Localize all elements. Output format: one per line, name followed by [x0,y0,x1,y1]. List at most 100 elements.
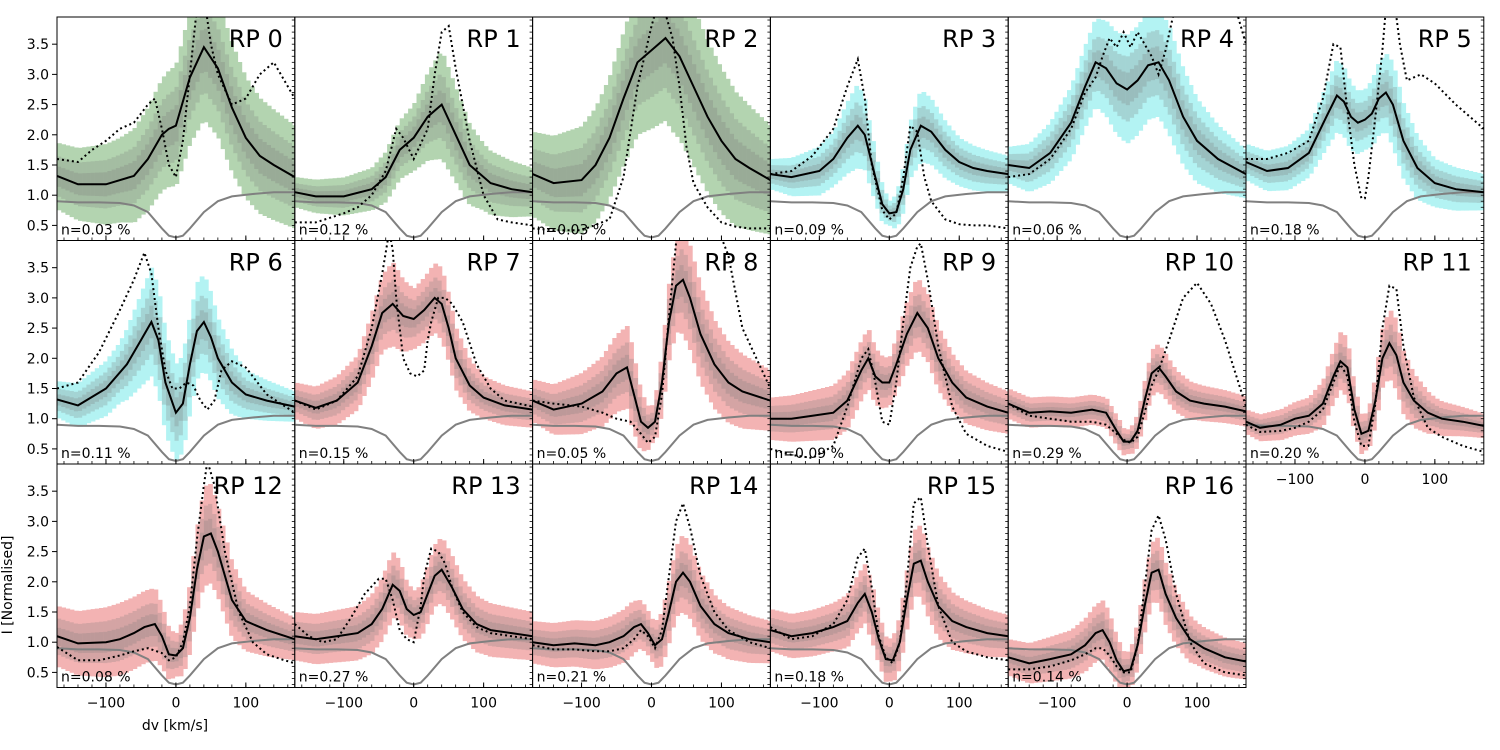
panel-title: RP 13 [451,472,520,500]
band-bin [1150,17,1156,119]
x-tick-label: −100 [1038,696,1076,712]
band-bin [1121,651,1127,688]
band-bin [687,17,693,160]
panel-16: RP 16 n=0.14 % −100 0 100 [1007,463,1247,712]
band-bin [662,17,668,64]
y-tick-label: 2.5 [27,321,49,337]
panel-count-note: n=0.12 % [299,223,369,239]
panel-count-note: n=0.08 % [61,670,131,686]
band-bin [650,17,655,97]
band-bin [654,17,660,126]
panel-title: RP 11 [1402,249,1471,277]
band-bin [658,17,664,124]
band-bin [662,17,668,122]
extreme-profile-line [57,17,295,180]
band-bin [199,17,205,95]
panel-count-note: n=0.09 % [774,223,844,239]
y-tick-label: 1.5 [27,158,49,174]
panel-9: RP 9 n=0.09 % [769,240,1009,465]
panel-count-note: n=0.09 % [774,446,844,462]
mean-profile-line [294,102,533,198]
mean-profile-line [294,296,533,411]
band-bin [191,17,197,138]
mean-profile-line [770,559,1009,662]
panel-plot-area [1008,17,1247,239]
y-tick-label: 1.0 [27,635,49,651]
x-tick-label: 100 [1184,696,1211,712]
y-tick-label: 1.0 [27,412,49,428]
panel-5: RP 5 n=0.18 % [1245,16,1485,241]
band-bin [692,17,697,168]
panel-title: RP 9 [942,249,996,277]
x-tick-label: 0 [647,696,656,712]
y-tick-label: 1.5 [27,605,49,621]
band-bin [679,17,685,144]
panel-plot-area [1008,281,1247,463]
panel-title: RP 5 [1418,25,1472,53]
panel-15: RP 15 n=0.18 % −100 0 100 [769,463,1009,712]
y-tick-label: 1.5 [27,381,49,397]
extreme-profile-line [770,55,1009,230]
panel-plot-area [57,464,295,686]
panel-plot-area [294,240,533,463]
x-tick-label: 0 [1123,696,1132,712]
panel-plot-area [532,240,771,463]
y-tick-label: 2.0 [27,575,49,591]
panel-count-note: n=0.27 % [299,670,369,686]
spread-band [770,85,1009,229]
panel-plot-area [1246,284,1484,463]
band-bin [654,17,660,94]
y-axis-label: I [Normalised] [0,536,16,635]
mean-profile-line [1246,90,1484,194]
extreme-profile-line [294,547,533,644]
band-bin [641,17,647,102]
band-bin [641,17,647,133]
x-tick-label: −100 [1276,472,1314,488]
y-tick-label: 3.5 [27,484,49,500]
band-bin [650,17,655,129]
spread-band [1008,344,1247,456]
panel-title: RP 7 [467,249,521,277]
spread-band [770,525,1009,682]
panel-plot-area [770,495,1009,686]
x-axis-label: dv [km/s] [142,718,208,734]
x-tick-label: 0 [885,696,894,712]
panel-plot-area [532,17,771,239]
panel-count-note: n=0.11 % [61,446,131,462]
panel-count-note: n=0.15 % [299,446,369,462]
panel-title: RP 12 [213,472,282,500]
mean-profile-line [57,319,295,415]
y-tick-label: 0.5 [27,218,49,234]
band-bin [658,17,664,92]
extreme-profile-line [770,241,1009,460]
panel-count-note: n=0.03 % [61,223,131,239]
band-bin [633,17,639,140]
y-tick-label: 2.0 [27,351,49,367]
panel-plot-area [1246,17,1484,239]
panel-count-note: n=0.06 % [1012,223,1082,239]
y-tick-label: 2.5 [27,98,49,114]
y-tick-label: 3.0 [27,291,49,307]
panel-title: RP 6 [229,249,283,277]
panel-1: RP 1 n=0.12 % [294,16,534,241]
mean-profile-line [1246,341,1484,436]
panel-11: RP 11 n=0.20 % −100 0 100 [1245,240,1485,488]
panel-10: RP 10 n=0.29 % [1007,240,1247,465]
panel-title: RP 2 [704,25,758,53]
panel-13: RP 13 n=0.27 % −100 0 100 [294,463,534,712]
band-bin [1155,17,1160,117]
extreme-profile-line [1008,281,1247,445]
x-tick-label: −100 [325,696,363,712]
panel-plot-area [1008,512,1247,688]
mean-profile-line [532,278,771,430]
panel-2: RP 2 n=0.03 % [532,16,771,241]
extreme-profile-line [532,500,771,653]
y-tick-label: 0.5 [27,665,49,681]
panel-count-note: n=0.29 % [1012,446,1082,462]
extreme-profile-line [294,24,533,227]
y-tick-label: 3.0 [27,67,49,83]
x-tick-label: −100 [87,696,125,712]
panel-plot-area [294,539,533,686]
x-tick-label: 100 [1421,472,1448,488]
panel-plot-area [57,17,295,239]
